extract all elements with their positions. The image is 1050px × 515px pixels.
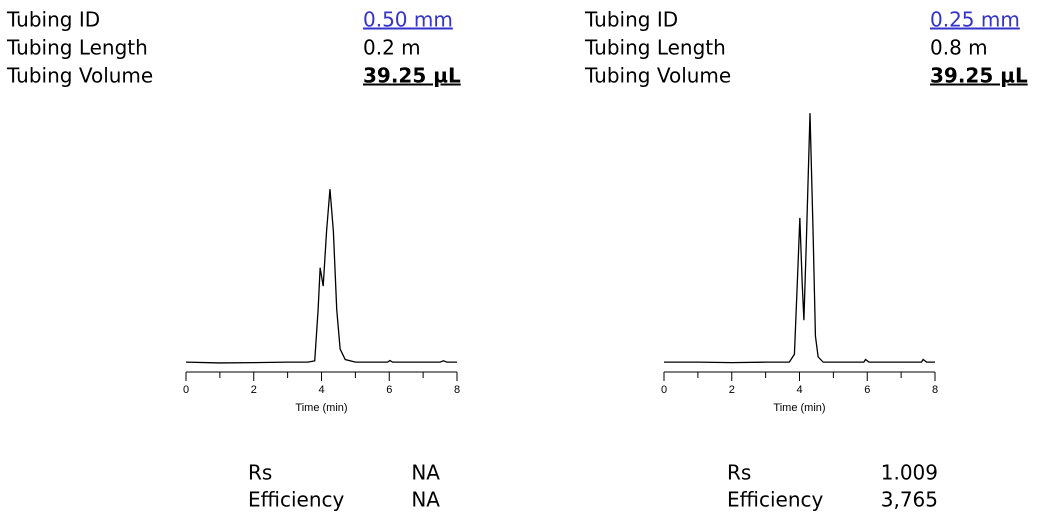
spec-value: 39.25 µL: [363, 64, 461, 88]
x-tick-label: 8: [932, 384, 938, 396]
spec-value: 39.25 µL: [930, 64, 1028, 88]
spec-value: 0.2 m: [363, 36, 421, 60]
stat-value: 1.009: [881, 461, 938, 485]
spec-label: Tubing Volume: [584, 64, 731, 88]
spec-label: Tubing ID: [584, 8, 678, 32]
x-tick-label: 6: [386, 384, 392, 396]
spec-link[interactable]: 0.50 mm: [363, 8, 453, 32]
stat-label: Efficiency: [248, 488, 345, 512]
stat-label: Rs: [248, 461, 272, 485]
chromatogram-trace: [185, 189, 457, 364]
stat-value: NA: [411, 488, 440, 512]
x-tick-label: 8: [454, 384, 460, 396]
spec-label: Tubing ID: [6, 8, 100, 32]
spec-link[interactable]: 0.25 mm: [930, 8, 1020, 32]
x-tick-label: 6: [864, 384, 870, 396]
x-tick-label: 4: [796, 384, 802, 396]
x-tick-label: 0: [183, 384, 189, 396]
spec-label: Tubing Length: [6, 36, 148, 60]
x-tick-label: 2: [729, 384, 735, 396]
stat-label: Rs: [727, 461, 751, 485]
x-tick-label: 0: [661, 384, 667, 396]
stat-value: NA: [411, 461, 440, 485]
spec-value: 0.8 m: [930, 36, 988, 60]
x-tick-label: 2: [251, 384, 257, 396]
x-axis-label: Time (min): [295, 402, 347, 414]
spec-label: Tubing Length: [584, 36, 726, 60]
stat-value: 3,765: [881, 488, 938, 512]
x-tick-label: 4: [318, 384, 324, 396]
x-axis-label: Time (min): [773, 402, 825, 414]
chromatogram-trace: [664, 113, 935, 364]
stat-label: Efficiency: [727, 488, 824, 512]
spec-label: Tubing Volume: [6, 64, 153, 88]
